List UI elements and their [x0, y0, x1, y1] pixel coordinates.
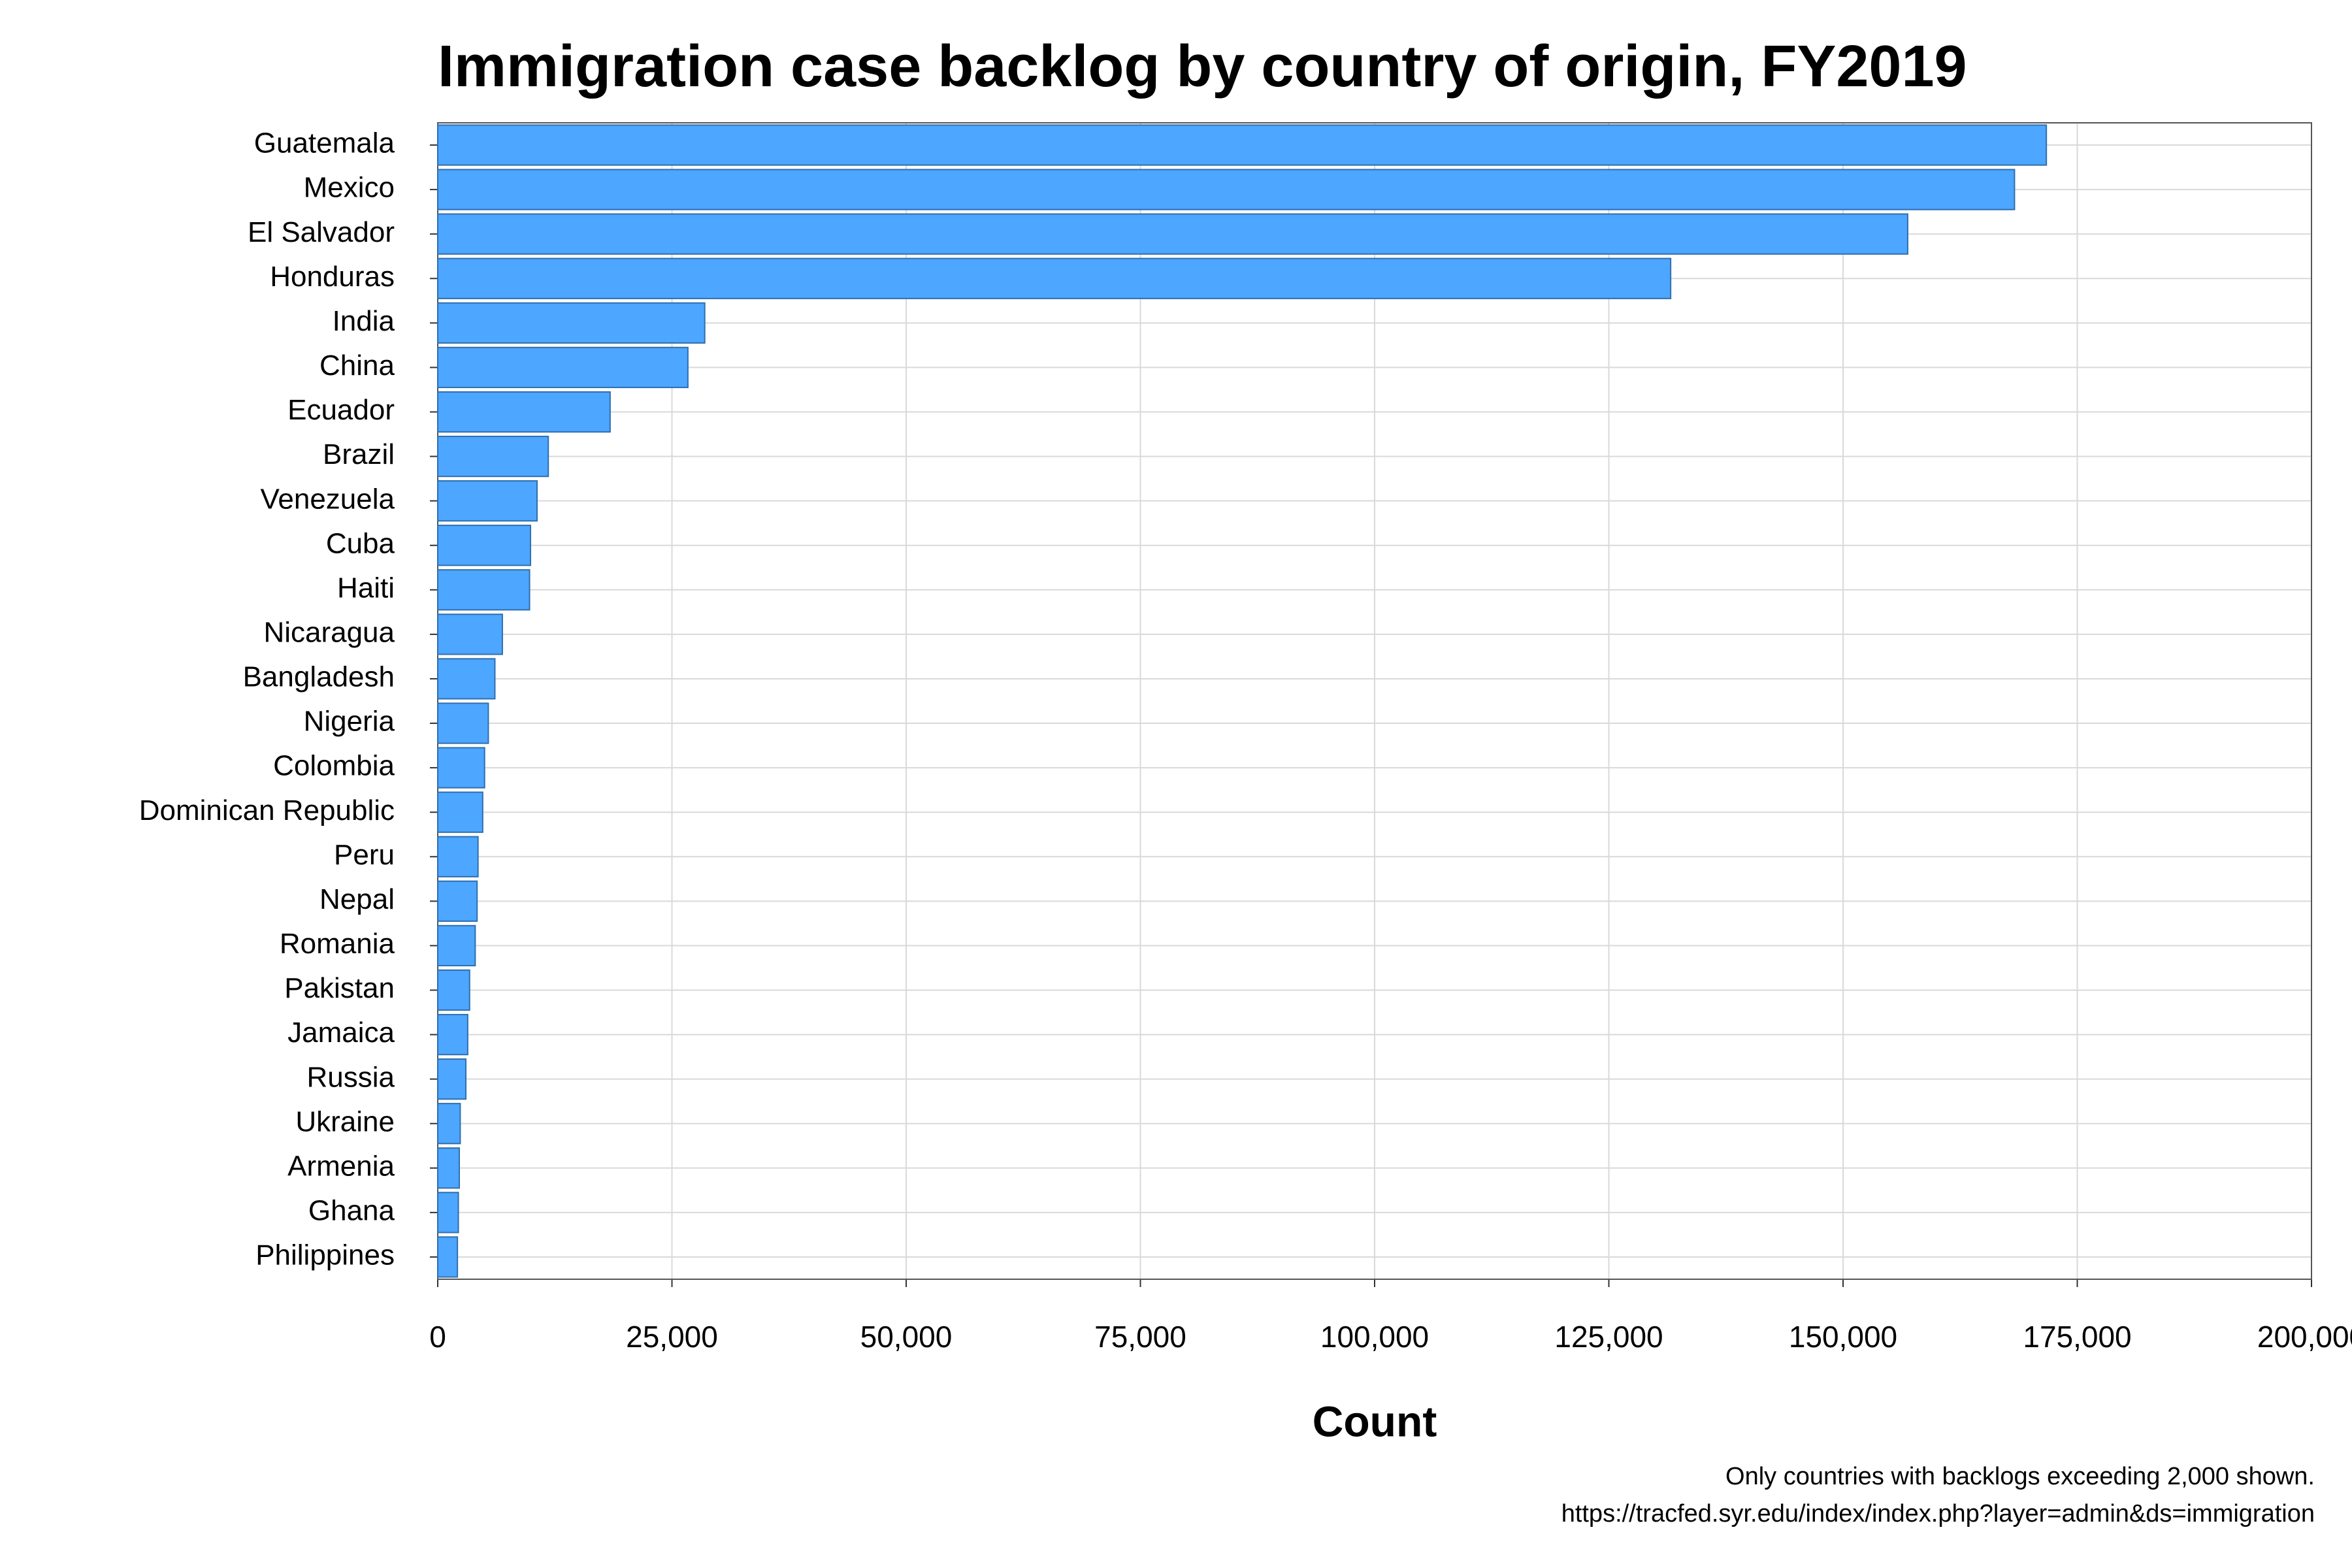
y-tick-label: El Salvador: [248, 216, 395, 248]
y-tick-label: Ghana: [308, 1195, 395, 1227]
y-tick-label: Haiti: [337, 572, 395, 604]
y-tick-label: India: [333, 305, 395, 337]
bar: [437, 924, 476, 967]
y-tick-label: Nepal: [319, 883, 395, 915]
bar: [437, 1058, 467, 1100]
y-tick-label: Guatemala: [254, 127, 395, 159]
bar: [437, 391, 611, 433]
x-tick-label: 50,000: [860, 1320, 953, 1354]
bar: [437, 658, 496, 700]
y-tick-label: Nigeria: [304, 706, 395, 738]
y-tick-label: Honduras: [270, 261, 395, 293]
bar: [437, 836, 479, 877]
x-axis-label: Count: [1313, 1397, 1437, 1445]
bar: [437, 525, 531, 566]
bar: [437, 302, 706, 344]
bar: [437, 169, 2016, 210]
y-tick-label: Russia: [307, 1061, 395, 1093]
bar: [437, 435, 549, 478]
x-tick-label: 25,000: [626, 1320, 718, 1354]
bar: [437, 791, 483, 833]
x-tick-label: 125,000: [1554, 1320, 1663, 1354]
x-tick-label: 200,000: [2257, 1320, 2352, 1354]
x-tick-label: 0: [429, 1320, 446, 1354]
y-tick-label: Romania: [280, 928, 395, 960]
bar: [437, 969, 470, 1011]
bar: [437, 747, 485, 789]
note: Only countries with backlogs exceeding 2…: [1725, 1463, 2315, 1490]
bar: [437, 124, 2048, 166]
bar: [437, 1103, 461, 1145]
y-tick-label: Armenia: [287, 1150, 395, 1182]
y-tick-label: Colombia: [273, 750, 395, 782]
bar: [437, 1236, 459, 1278]
bar: [437, 613, 503, 655]
bar: [437, 346, 689, 389]
y-tick-label: Mexico: [304, 172, 395, 204]
y-tick-label: Peru: [334, 839, 395, 871]
x-tick-label: 100,000: [1320, 1320, 1429, 1354]
y-tick-label: Jamaica: [287, 1017, 395, 1049]
y-tick-label: Cuba: [326, 527, 395, 559]
y-tick-label: Bangladesh: [243, 661, 395, 693]
bar: [437, 480, 538, 522]
bar: [437, 1192, 459, 1233]
bar: [437, 1147, 460, 1189]
bar: [437, 1013, 468, 1056]
y-tick-label: Ukraine: [295, 1105, 395, 1137]
bar: [437, 569, 531, 611]
y-tick-label: Pakistan: [284, 972, 395, 1004]
bar: [437, 702, 489, 744]
plot-border: [437, 122, 2312, 1280]
bar: [437, 213, 1908, 255]
y-tick-label: Brazil: [323, 438, 395, 470]
x-tick-label: 175,000: [2023, 1320, 2131, 1354]
y-tick-label: China: [319, 350, 395, 382]
x-tick-label: 150,000: [1789, 1320, 1897, 1354]
y-tick-label: Philippines: [255, 1239, 395, 1271]
bar: [437, 880, 478, 922]
note: https://tracfed.syr.edu/index/index.php?…: [1561, 1500, 2315, 1527]
y-tick-label: Dominican Republic: [139, 794, 395, 826]
chart-title: Immigration case backlog by country of o…: [438, 34, 1967, 99]
y-tick-label: Ecuador: [287, 394, 395, 426]
bar: [437, 257, 1672, 299]
x-tick-label: 75,000: [1094, 1320, 1186, 1354]
y-tick-label: Nicaragua: [263, 617, 395, 649]
y-tick-label: Venezuela: [260, 483, 395, 515]
